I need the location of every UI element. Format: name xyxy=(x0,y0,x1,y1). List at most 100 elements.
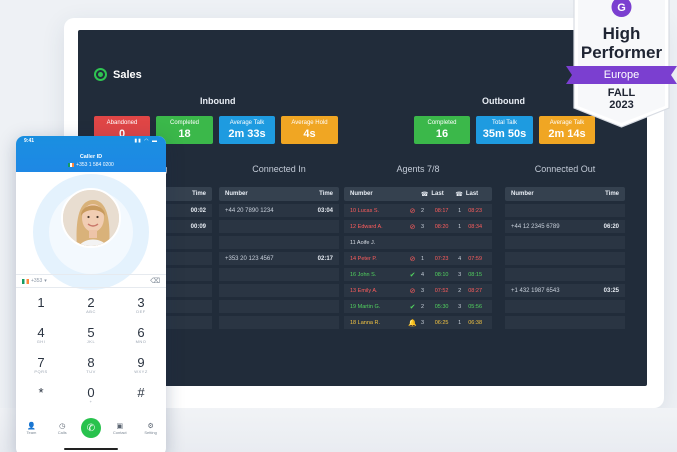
badge-year: 2023 xyxy=(609,99,634,111)
last-inbound-time: 08:10 xyxy=(434,271,449,278)
tile-label: Completed xyxy=(427,120,457,126)
table-row[interactable] xyxy=(505,268,625,281)
key-9[interactable]: 9 WXYZ xyxy=(121,356,161,374)
queue-title[interactable]: Sales xyxy=(94,68,142,81)
nav-label: Calls xyxy=(57,430,67,435)
last-inbound-header: ☎ Last xyxy=(420,191,444,198)
agent-row[interactable]: 18 Lanna R. 🔔 3 06:25 1 06:38 xyxy=(344,316,492,329)
inbound-tile-completed[interactable]: Completed 18 xyxy=(156,116,213,144)
busy-icon: ⊘ xyxy=(409,255,416,263)
last-outbound-time: 07:59 xyxy=(468,255,482,262)
call-duration: 06:20 xyxy=(603,223,619,230)
agent-row[interactable]: 14 Peter P. ⊘ 1 07:23 4 07:59 xyxy=(344,252,492,265)
time-header: Time xyxy=(192,191,206,197)
inbound-count: 3 xyxy=(421,223,425,230)
wait-time: 00:02 xyxy=(190,207,206,214)
available-icon: ✔ xyxy=(409,303,416,311)
nav-label: Team xyxy=(26,430,37,435)
last-inbound-time: 07:52 xyxy=(434,287,449,294)
dial-number-input[interactable]: +353 ▾ ⌫ xyxy=(16,274,166,288)
agent-name: 10 Lucas S. xyxy=(350,207,380,214)
outbound-count: 1 xyxy=(458,223,462,230)
agent-name: 18 Lanna R. xyxy=(350,319,380,326)
key-letters: MNO xyxy=(135,339,147,344)
table-row[interactable]: +44 12 2345 6789 06:20 xyxy=(505,220,625,233)
agent-row[interactable]: 19 Martin G. ✔ 2 05:30 3 05:56 xyxy=(344,300,492,313)
key-digit: * xyxy=(38,385,44,400)
outbound-count: 4 xyxy=(458,255,462,262)
key-digit: 0 xyxy=(87,385,95,400)
last-outbound-time: 08:23 xyxy=(468,207,482,214)
tile-value: 35m 50s xyxy=(482,128,527,140)
nav-item-team[interactable]: 👤 Team xyxy=(19,416,43,435)
key-8[interactable]: 8 TUV xyxy=(71,356,111,374)
signal-icon: ▮▮ ◠ ▬ xyxy=(134,138,158,144)
key-2[interactable]: 2 ABC xyxy=(71,296,111,314)
call-header: 9:41 ▮▮ ◠ ▬ Caller ID +353 1 584 0200 xyxy=(16,136,166,172)
table-row[interactable]: +44 20 7890 1234 03:04 xyxy=(219,204,339,217)
agent-row[interactable]: 16 John S. ✔ 4 08:10 3 08:15 xyxy=(344,268,492,281)
table-row[interactable] xyxy=(219,284,339,297)
badge-line1: High xyxy=(602,24,641,43)
tile-value: 4s xyxy=(303,128,316,140)
outbound-tile-completed[interactable]: Completed 16 xyxy=(414,116,470,144)
nav-item-calls[interactable]: ◷ Calls xyxy=(50,416,74,435)
backspace-icon[interactable]: ⌫ xyxy=(150,278,160,285)
table-row[interactable]: +1 432 1987 6543 03:25 xyxy=(505,284,625,297)
key-3[interactable]: 3 DEF xyxy=(121,296,161,314)
table-row[interactable] xyxy=(219,220,339,233)
wallboard-dashboard: Sales Inbound Outbound Abandoned 0 Complet… xyxy=(78,30,647,386)
phone-out-icon: ☎ xyxy=(455,191,463,198)
key-5[interactable]: 5 JKL xyxy=(71,326,111,344)
outbound-tile-total-talk[interactable]: Total Talk 35m 50s xyxy=(476,116,533,144)
call-button[interactable]: ✆ xyxy=(80,418,101,438)
key-letters: + xyxy=(89,399,93,404)
country-code: +353 xyxy=(31,278,43,284)
key-digit: 4 xyxy=(37,325,45,340)
inbound-count: 4 xyxy=(421,271,425,278)
inbound-count: 2 xyxy=(421,207,425,214)
key-letters: PQRS xyxy=(34,369,48,374)
outbound-title: Outbound xyxy=(482,96,525,106)
key-star[interactable]: * xyxy=(21,386,61,404)
phone-in-icon: ☎ xyxy=(420,191,429,198)
table-row[interactable] xyxy=(505,204,625,217)
agent-name: 16 John S. xyxy=(350,271,377,278)
queue-title-label: Sales xyxy=(113,68,142,81)
softphone-app: 9:41 ▮▮ ◠ ▬ Caller ID +353 1 584 0200 +3… xyxy=(16,136,166,452)
key-hash[interactable]: # xyxy=(121,386,161,404)
key-digit: 7 xyxy=(37,355,45,370)
key-0[interactable]: 0 + xyxy=(71,386,111,404)
key-4[interactable]: 4 GHI xyxy=(21,326,61,344)
table-row[interactable] xyxy=(219,316,339,329)
table-row[interactable] xyxy=(505,300,625,313)
agent-row[interactable]: 11 Aoife J. xyxy=(344,236,492,249)
tile-label: Average Talk xyxy=(549,120,585,126)
agent-row[interactable]: 12 Edward A. ⊘ 3 08:20 1 08:34 xyxy=(344,220,492,233)
table-row[interactable] xyxy=(219,236,339,249)
table-row[interactable]: +353 20 123 4567 02:17 xyxy=(219,252,339,265)
inbound-tile-average-hold[interactable]: Average Hold 4s xyxy=(281,116,338,144)
g2-high-performer-badge: G High Performer Europe FALL 2023 xyxy=(566,0,677,128)
status-time: 9:41 xyxy=(24,138,35,144)
call-duration: 03:04 xyxy=(317,207,333,214)
key-6[interactable]: 6 MNO xyxy=(121,326,161,344)
nav-item-contact[interactable]: ▣ Contact xyxy=(108,416,132,435)
agent-row[interactable]: 10 Lucas S. ⊘ 2 08:17 1 08:23 xyxy=(344,204,492,217)
table-row[interactable] xyxy=(505,316,625,329)
table-row[interactable] xyxy=(505,236,625,249)
ringing-icon: 🔔 xyxy=(408,319,417,327)
nav-item-setting[interactable]: ⚙ Setting xyxy=(139,416,163,435)
outbound-tile-average-talk[interactable]: Average Talk 2m 14s xyxy=(539,116,595,144)
outbound-count: 1 xyxy=(458,207,462,214)
key-7[interactable]: 7 PQRS xyxy=(21,356,61,374)
wait-time: 00:09 xyxy=(190,223,206,230)
tile-label: Average Talk xyxy=(229,120,265,126)
inbound-tile-average-talk[interactable]: Average Talk 2m 33s xyxy=(219,116,275,144)
inbound-count: 3 xyxy=(421,319,425,326)
table-row[interactable] xyxy=(505,252,625,265)
agent-row[interactable]: 13 Emily A. ⊘ 3 07:52 2 08:27 xyxy=(344,284,492,297)
table-row[interactable] xyxy=(219,268,339,281)
key-1[interactable]: 1 xyxy=(21,296,61,314)
table-row[interactable] xyxy=(219,300,339,313)
